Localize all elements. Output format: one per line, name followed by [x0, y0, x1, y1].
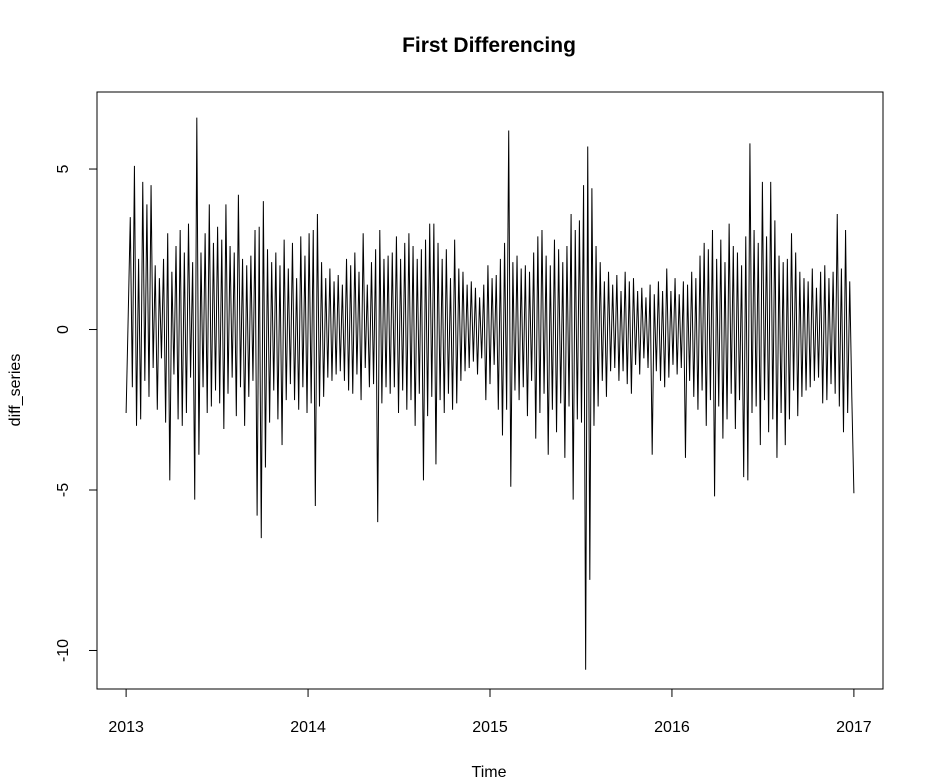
x-tick-label: 2013 — [108, 719, 144, 736]
series-line-0 — [125, 117, 855, 670]
series-layer — [125, 117, 855, 670]
x-tick-label: 2017 — [836, 719, 872, 736]
x-tick-label: 2014 — [290, 719, 326, 736]
y-axis-label: diff_series — [7, 354, 24, 427]
x-tick-label: 2015 — [472, 719, 508, 736]
x-axis-label: Time — [472, 764, 507, 780]
chart-title: First Differencing — [402, 34, 576, 57]
x-tick-label: 2016 — [654, 719, 690, 736]
x-axis: 2013 2014 2015 2016 2017 — [108, 688, 872, 736]
y-axis: -10 -5 0 5 — [55, 164, 98, 662]
y-tick-label: 0 — [55, 325, 72, 334]
y-tick-label: -10 — [55, 639, 72, 662]
y-tick-label: 5 — [55, 164, 72, 173]
y-tick-label: -5 — [55, 483, 72, 497]
